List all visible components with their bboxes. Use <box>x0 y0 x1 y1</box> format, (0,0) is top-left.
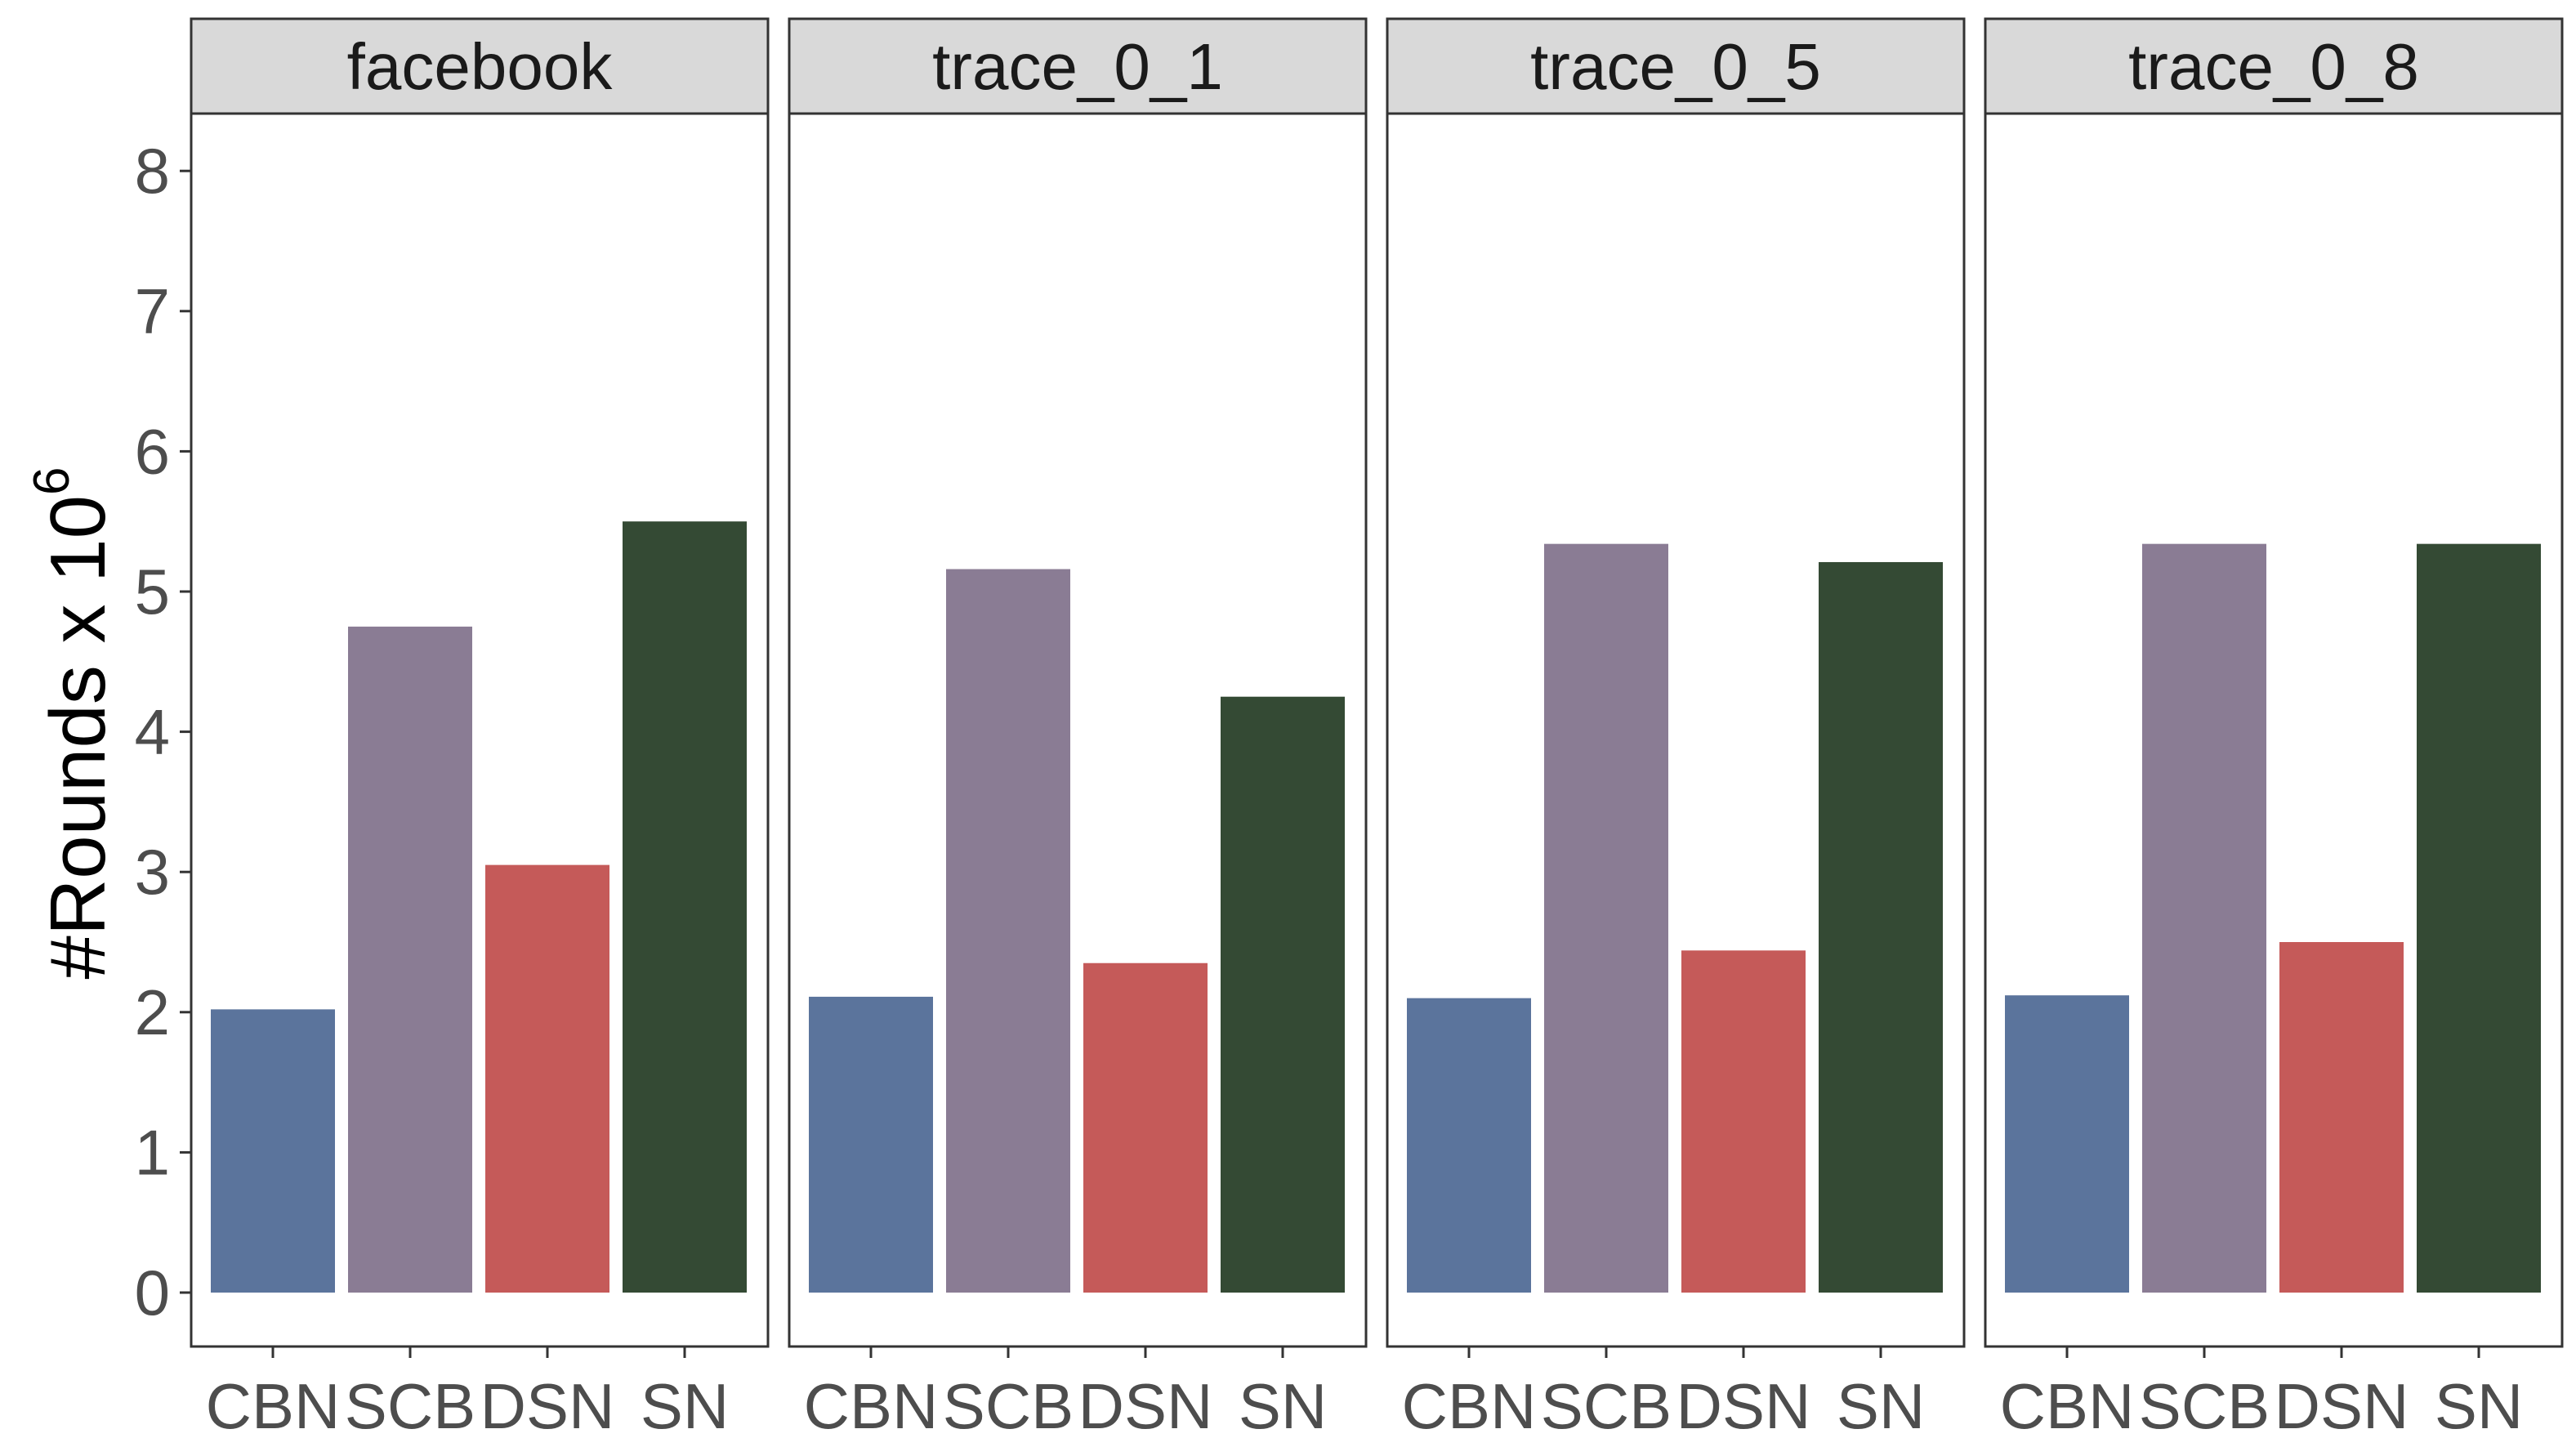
bar-scb-trace_0_5 <box>1544 543 1668 1293</box>
x-tick-label: CBN <box>206 1370 341 1442</box>
y-tick-label: 0 <box>135 1257 170 1329</box>
bar-scb-trace_0_8 <box>2142 543 2266 1293</box>
y-axis: 0 1 2 3 4 5 6 7 8 <box>135 135 191 1329</box>
x-tick-label: DSN <box>1676 1370 1811 1442</box>
bar-scb-facebook <box>348 626 472 1293</box>
x-tick-label: SCB <box>943 1370 1074 1442</box>
bar-cbn-trace_0_8 <box>2005 995 2129 1293</box>
x-tick-label: SN <box>1239 1370 1327 1442</box>
x-tick-label: CBN <box>804 1370 939 1442</box>
facet-strip-label: trace_0_5 <box>1530 30 1821 103</box>
bar-scb-trace_0_1 <box>946 569 1070 1293</box>
bar-sn-trace_0_1 <box>1221 696 1345 1293</box>
bar-cbn-facebook <box>211 1009 335 1293</box>
y-tick-label: 3 <box>135 836 170 908</box>
facet-strip <box>190 17 770 115</box>
facet-strip-label: trace_0_1 <box>932 30 1223 103</box>
facet-panel: trace_0_8 CBN SCB DSN SN <box>1984 17 2564 1442</box>
y-axis-title-text: #Rounds x 10 <box>34 495 122 979</box>
facet-panel: facebook CBN SCB DSN SN <box>190 17 770 1442</box>
y-tick-label: 4 <box>135 696 170 768</box>
x-tick-label: SN <box>1837 1370 1925 1442</box>
x-tick-label: DSN <box>2275 1370 2409 1442</box>
x-tick-label: SN <box>2435 1370 2523 1442</box>
y-axis-title-exponent: 6 <box>24 467 80 495</box>
bar-cbn-trace_0_5 <box>1407 998 1531 1293</box>
panel-border <box>1984 112 2564 1348</box>
x-tick-label: CBN <box>2000 1370 2135 1442</box>
panel-border <box>1386 112 1966 1348</box>
x-tick-label: SCB <box>345 1370 475 1442</box>
bar-sn-facebook <box>623 521 747 1293</box>
y-tick-label: 8 <box>135 135 170 207</box>
panel-border <box>190 112 770 1348</box>
y-tick-label: 6 <box>135 415 170 487</box>
facet-strip-label: facebook <box>347 30 614 103</box>
x-tick-label: SCB <box>1541 1370 1672 1442</box>
x-tick-label: SCB <box>2139 1370 2270 1442</box>
x-tick-label: DSN <box>1078 1370 1213 1442</box>
panel-border <box>788 112 1368 1348</box>
y-axis-title: #Rounds x 106 <box>24 467 122 980</box>
y-tick-label: 2 <box>135 976 170 1048</box>
y-tick-label: 1 <box>135 1116 170 1188</box>
x-tick-label: SN <box>641 1370 729 1442</box>
y-tick-label: 5 <box>135 556 170 627</box>
bar-dsn-trace_0_8 <box>2279 942 2404 1293</box>
facet-strip <box>1984 17 2564 115</box>
facet-panel: trace_0_5 CBN SCB DSN SN <box>1386 17 1966 1442</box>
y-tick-label: 7 <box>135 275 170 347</box>
facet-panel: trace_0_1 CBN SCB DSN SN <box>788 17 1368 1442</box>
x-tick-label: CBN <box>1402 1370 1537 1442</box>
bar-sn-trace_0_8 <box>2417 543 2541 1293</box>
bar-dsn-trace_0_5 <box>1681 950 1806 1293</box>
bar-dsn-facebook <box>485 864 609 1293</box>
x-tick-label: DSN <box>480 1370 615 1442</box>
bar-cbn-trace_0_1 <box>809 996 933 1293</box>
facet-strip <box>1386 17 1966 115</box>
bar-sn-trace_0_5 <box>1819 561 1943 1293</box>
bar-dsn-trace_0_1 <box>1083 962 1208 1293</box>
facet-strip-label: trace_0_8 <box>2128 30 2419 103</box>
